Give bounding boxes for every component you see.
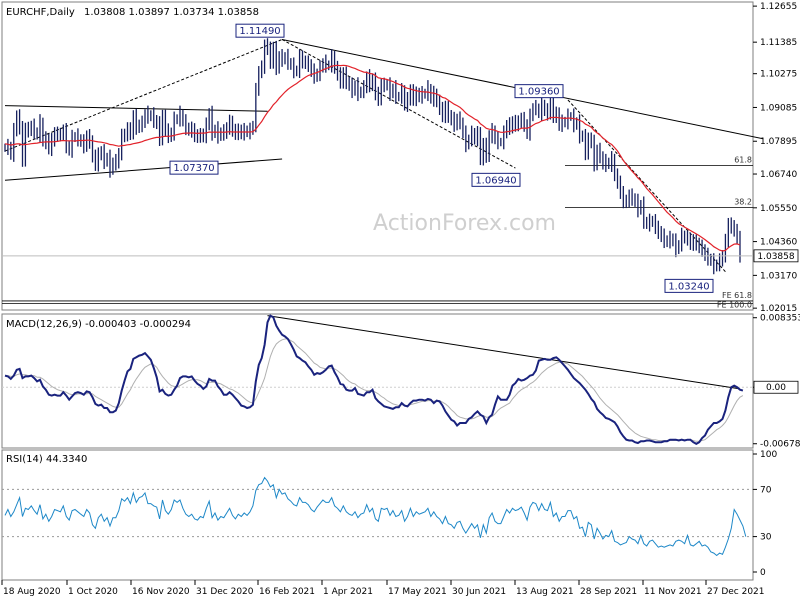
price-panel-frame <box>1 1 754 311</box>
current-price-box <box>753 249 799 263</box>
x-tick-label: 18 Aug 2020 <box>3 587 61 597</box>
fib-level-label: FE 100.0 <box>717 300 752 309</box>
price-y-tick-label: 1.05550 <box>760 204 797 214</box>
x-tick-label: 13 Aug 2021 <box>516 587 574 597</box>
rsi-y-tick-label: 100 <box>760 450 777 460</box>
price-y-tick-label: 1.12655 <box>760 2 797 12</box>
price-title: EURCHF,Daily 1.03808 1.03897 1.03734 1.0… <box>6 7 259 18</box>
date-axis: 18 Aug 2020 1 Oct 2020 16 Nov 2020 31 Dec 2… <box>1 580 765 597</box>
macd-panel: MACD(12,26,9) -0.000403 -0.000294 0.0083… <box>1 313 800 450</box>
ohlc-values: 1.03808 1.03897 1.03734 1.03858 <box>84 7 259 18</box>
price-bars <box>4 38 741 275</box>
fib-level-label: 61.8 <box>734 156 752 165</box>
macd-line <box>4 314 744 445</box>
x-tick-label: 16 Nov 2020 <box>132 587 190 597</box>
price-y-tick-label: 1.03170 <box>760 271 797 281</box>
fib-level-label: FE 61.8 <box>722 291 752 300</box>
x-tick-label: 1 Apr 2021 <box>323 587 373 597</box>
macd-y-tick-label: 0.008353 <box>760 314 800 324</box>
price-annotations: 1.11490 1.07370 1.09360 1.06940 1.03240 <box>169 23 714 293</box>
current-price-marker: 1.03858 <box>2 249 799 263</box>
price-annotation-label: 1.11490 <box>239 26 280 37</box>
price-annotation-box <box>169 160 219 175</box>
moving-average-line <box>4 64 741 252</box>
macd-title: MACD(12,26,9) -0.000403 -0.000294 <box>6 319 191 330</box>
price-annotation-box <box>514 84 564 99</box>
fib-levels: 61.8 38.2 FE 61.8FE 100.0 <box>2 156 753 309</box>
macd-trend-line <box>267 315 741 390</box>
price-y-tick-label: 1.04360 <box>760 238 797 248</box>
x-tick-label: 31 Dec 2020 <box>196 587 254 597</box>
fib-level-label: 38.2 <box>734 198 752 207</box>
falling-channel-line <box>281 39 516 169</box>
price-annotation-label: 1.09360 <box>518 87 559 98</box>
x-tick-label: 17 May 2021 <box>388 587 447 597</box>
price-annotation-box <box>664 278 714 293</box>
macd-y-tick-label: -0.006788 <box>760 440 800 450</box>
price-annotation-label: 1.03240 <box>668 281 709 292</box>
price-y-tick-label: 1.09085 <box>760 103 797 113</box>
fall-projection-line <box>567 99 726 273</box>
rsi-y-axis: 100 70 30 0 <box>2 450 777 578</box>
macd-panel-frame <box>1 313 754 449</box>
price-y-tick-label: 1.07895 <box>760 137 797 147</box>
symbol-label: EURCHF,Daily <box>6 7 75 18</box>
macd-current-box <box>753 380 799 394</box>
price-y-axis: 1.12655 1.11385 1.10275 1.09085 1.07895 1.067… <box>753 2 797 314</box>
price-annotation-box <box>235 23 285 38</box>
x-tick-label: 16 Feb 2021 <box>259 587 315 597</box>
rsi-y-tick-label: 70 <box>760 485 772 495</box>
price-y-tick-label: 1.06740 <box>760 170 797 180</box>
rsi-line <box>4 476 747 557</box>
current-price-label: 1.03858 <box>757 252 794 262</box>
rsi-y-tick-label: 0 <box>760 568 766 578</box>
price-annotation-label: 1.07370 <box>173 163 214 174</box>
macd-y-axis: 0.0083530.00-0.0067880.00 <box>2 314 800 450</box>
x-tick-label: 11 Nov 2021 <box>644 587 702 597</box>
rsi-title: RSI(14) 44.3340 <box>6 454 87 465</box>
price-annotation-box <box>471 172 521 187</box>
triangle-upper-line <box>4 105 268 112</box>
x-tick-label: 30 Jun 2021 <box>452 587 506 597</box>
x-tick-label: 27 Dec 2021 <box>707 587 765 597</box>
rsi-panel: RSI(14) 44.3340 100 70 30 0 <box>1 449 777 581</box>
price-y-tick-label: 1.11385 <box>760 38 797 48</box>
price-panel: ActionForex.com EURCHF,Daily 1.03808 1.0… <box>1 1 799 314</box>
price-annotation-label: 1.06940 <box>475 175 516 186</box>
watermark: ActionForex.com <box>373 211 556 236</box>
price-y-tick-label: 1.10275 <box>760 70 797 80</box>
macd-current-label: 0.00 <box>766 383 786 393</box>
price-y-tick-label: 1.02015 <box>760 304 797 314</box>
rsi-y-tick-label: 30 <box>760 533 772 543</box>
triangle-lower-line <box>4 158 283 181</box>
rsi-panel-frame <box>1 449 754 581</box>
x-tick-label: 28 Sep 2021 <box>580 587 637 597</box>
x-tick-label: 1 Oct 2020 <box>68 587 118 597</box>
